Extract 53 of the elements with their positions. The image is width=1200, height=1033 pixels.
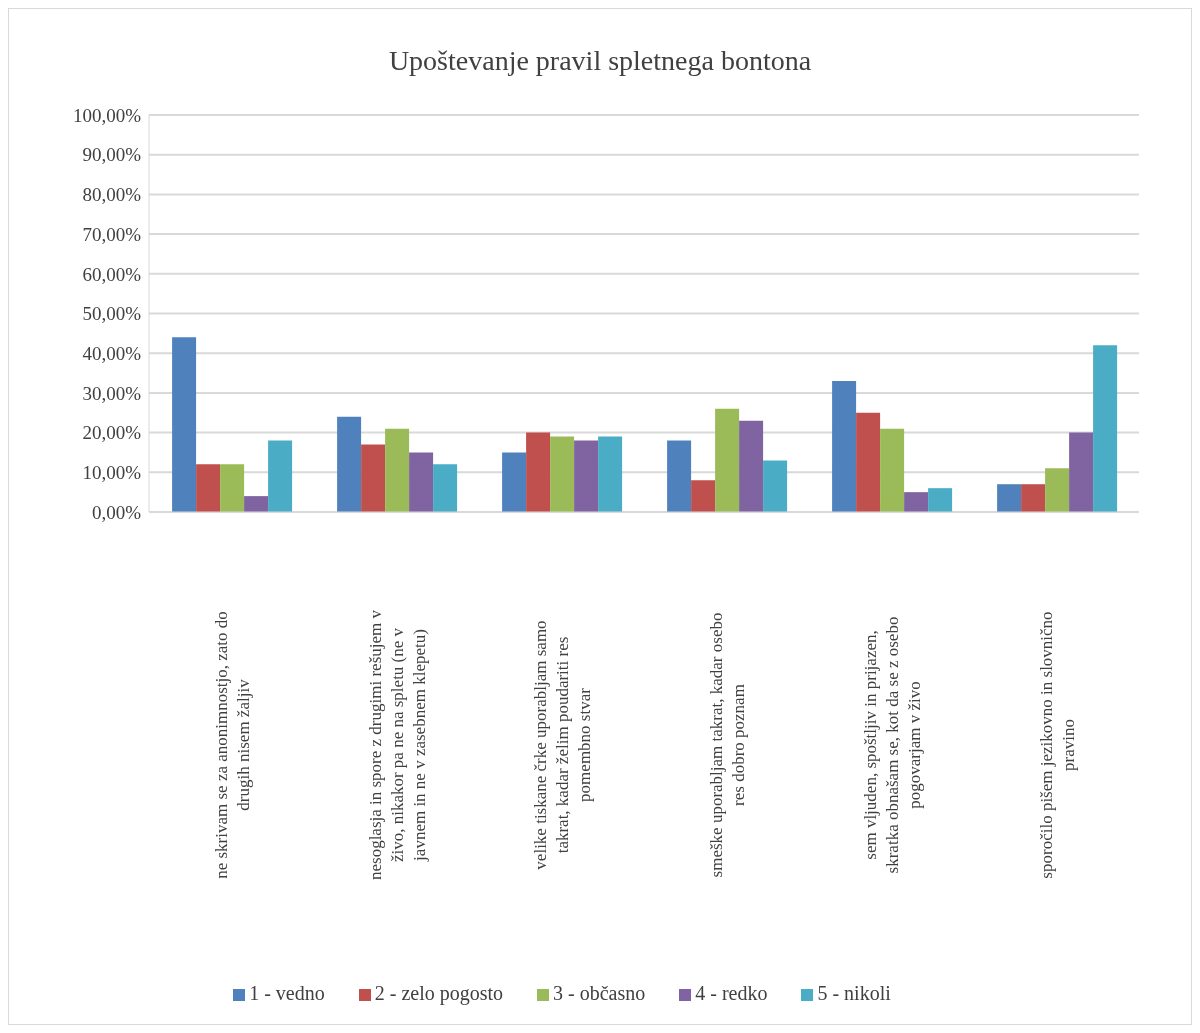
- bar: [997, 484, 1022, 512]
- bar: [1045, 468, 1070, 512]
- legend-label: 1 - vedno: [249, 982, 325, 1004]
- bar: [928, 488, 953, 512]
- y-tick-label: 80,00%: [82, 184, 142, 206]
- legend-label: 2 - zelo pogosto: [374, 982, 504, 1004]
- y-tick-label: 90,00%: [82, 144, 142, 166]
- x-tick-label: sem vljuden, spoštljiv in prijazen, skratka obnašam se, kot da se z osebo pogovarjam v živo: [860, 616, 924, 874]
- bar: [832, 380, 857, 512]
- legend-label: 3 - občasno: [553, 982, 646, 1004]
- y-tick-label: 100,00%: [72, 104, 142, 126]
- y-tick-label: 50,00%: [82, 303, 142, 325]
- y-tick-label: 10,00%: [82, 462, 142, 484]
- bar: [1069, 432, 1094, 512]
- bar: [715, 408, 740, 512]
- y-tick-label: 60,00%: [82, 263, 142, 285]
- legend-label: 4 - redko: [695, 982, 768, 1004]
- bar: [409, 452, 434, 512]
- bar: [550, 436, 575, 512]
- bar: [172, 337, 197, 512]
- x-tick-label: smeške uporabljam takrat, kadar osebo res dobro poznam: [706, 612, 748, 878]
- bar: [220, 464, 245, 512]
- y-tick-label: 0,00%: [91, 501, 142, 523]
- bar: [1093, 345, 1118, 512]
- x-tick-label: velike tiskane črke uporabljam samo takrat, kadar želim poudariti res pomembno stvar: [530, 620, 594, 870]
- x-tick-label: sporočilo pišem jezikovno in slovnično pravino: [1036, 611, 1078, 879]
- bar: [574, 440, 599, 512]
- bar: [526, 432, 551, 512]
- bar: [667, 440, 692, 512]
- bar: [856, 412, 881, 512]
- bar: [196, 464, 221, 512]
- legend-label: 5 - nikoli: [817, 982, 891, 1004]
- bar: [337, 416, 362, 512]
- bar: [385, 428, 410, 512]
- bar: [598, 436, 623, 512]
- y-tick-label: 30,00%: [82, 382, 142, 404]
- bar: [691, 480, 716, 512]
- y-tick-label: 20,00%: [82, 422, 142, 444]
- bar: [763, 460, 788, 512]
- bar: [1021, 484, 1046, 512]
- y-tick-label: 70,00%: [82, 223, 142, 245]
- bar: [268, 440, 293, 512]
- bar: [739, 420, 764, 512]
- y-tick-label: 40,00%: [82, 342, 142, 364]
- x-tick-label: ne skrivam se za anonimnostjo, zato do drugih nisem žaljiv: [211, 611, 253, 879]
- chart-title: Upoštevanje pravil spletnega bontona: [387, 44, 813, 78]
- bar: [244, 496, 269, 512]
- bar: [502, 452, 527, 512]
- bar: [433, 464, 458, 512]
- x-tick-label: nesoglasja in spore z drugimi rešujem v živo, nikakor pa ne na spletu (ne v javnem in ne v zasebnem klepetu): [365, 609, 429, 881]
- bar: [361, 444, 386, 512]
- bar: [904, 492, 929, 512]
- bar: [880, 428, 905, 512]
